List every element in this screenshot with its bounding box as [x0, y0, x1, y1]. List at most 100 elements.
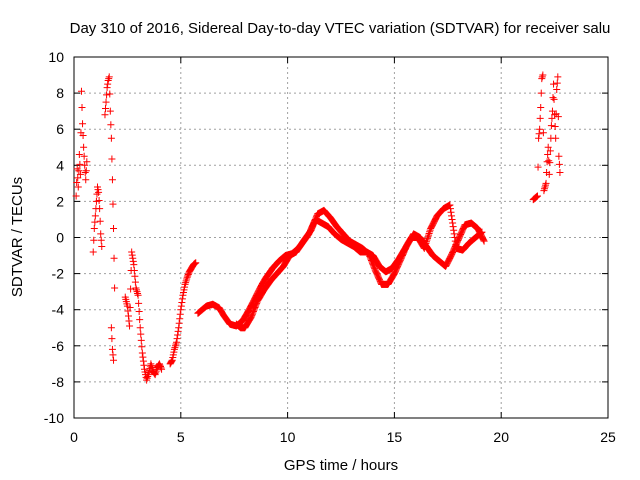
data-point — [555, 160, 563, 168]
series-salu-day-trace-2 — [232, 201, 486, 332]
data-point — [89, 248, 97, 256]
data-point — [147, 360, 155, 368]
data-point — [107, 324, 115, 332]
data-point — [90, 236, 98, 244]
data-point — [108, 155, 116, 163]
data-point — [537, 104, 545, 112]
data-point — [138, 349, 146, 357]
data-point — [548, 114, 556, 122]
data-point — [95, 196, 103, 204]
data-point — [535, 134, 543, 142]
data-point — [420, 244, 428, 252]
data-point — [553, 79, 561, 87]
x-tick-label: 20 — [493, 429, 509, 445]
data-point — [75, 150, 83, 158]
data-point — [102, 98, 110, 106]
data-point — [128, 251, 136, 259]
data-point — [139, 353, 147, 361]
y-tick-label: -10 — [44, 410, 64, 426]
data-point — [144, 371, 152, 379]
data-point — [550, 80, 558, 88]
data-point — [106, 107, 114, 115]
data-point — [72, 192, 80, 200]
y-tick-label: 2 — [56, 193, 64, 209]
data-point — [555, 152, 563, 160]
data-point — [547, 122, 555, 130]
data-point — [536, 114, 544, 122]
data-point — [544, 150, 552, 158]
data-point — [109, 200, 117, 208]
data-point — [81, 169, 89, 177]
data-point — [182, 277, 190, 285]
data-point — [173, 335, 181, 343]
data-point — [78, 104, 86, 112]
data-point — [98, 243, 106, 251]
data-point — [182, 279, 190, 287]
data-point — [103, 84, 111, 92]
data-point — [545, 170, 553, 178]
data-point — [81, 161, 89, 169]
data-point — [124, 312, 132, 320]
x-axis-label: GPS time / hours — [284, 457, 398, 474]
data-point — [167, 358, 175, 366]
data-point — [535, 130, 543, 138]
data-point — [79, 120, 87, 128]
series-salu-drop — [121, 248, 166, 384]
data-point — [423, 236, 431, 244]
data-point — [126, 303, 134, 311]
data-point — [192, 259, 200, 267]
data-point — [132, 286, 140, 294]
data-point — [83, 158, 91, 166]
data-point — [82, 167, 90, 175]
data-point — [126, 322, 134, 330]
data-point — [108, 345, 116, 353]
y-tick-label: 8 — [56, 85, 64, 101]
data-point — [451, 234, 459, 241]
data-point — [178, 295, 186, 303]
data-point — [541, 183, 549, 191]
data-point — [452, 241, 460, 249]
data-point — [104, 76, 112, 84]
data-point — [73, 165, 81, 173]
data-point — [105, 75, 113, 83]
data-point — [536, 125, 544, 133]
data-point — [449, 219, 457, 227]
data-point — [96, 217, 104, 225]
data-point — [136, 324, 144, 332]
y-tick-labels: -10 -8 -6 -4 -2 0 2 4 6 8 10 — [44, 49, 64, 426]
series-salu-early-2 — [89, 183, 106, 256]
data-point — [424, 233, 432, 241]
data-point — [176, 310, 184, 318]
data-point — [537, 89, 545, 97]
data-point — [157, 364, 165, 372]
data-point — [421, 241, 429, 249]
data-point — [425, 231, 433, 239]
data-point — [451, 237, 459, 245]
data-point — [172, 340, 180, 348]
data-point — [551, 122, 559, 130]
y-axis-label: SDTVAR / TECUs — [9, 177, 26, 297]
data-point — [174, 331, 182, 339]
data-point — [110, 254, 118, 262]
data-point — [177, 302, 185, 310]
data-point — [101, 111, 109, 119]
data-point — [152, 369, 160, 377]
data-point — [421, 243, 429, 251]
data-point — [143, 374, 151, 382]
y-tick-label: 10 — [48, 49, 64, 65]
series-salu-late — [529, 71, 564, 204]
data-point — [129, 257, 137, 265]
data-point — [553, 85, 561, 93]
series-salu-early-4 — [107, 324, 118, 364]
y-tick-label: -6 — [52, 338, 65, 354]
data-point — [549, 94, 557, 102]
data-point — [96, 205, 104, 213]
data-point — [128, 248, 136, 256]
data-point — [109, 351, 117, 359]
data-point — [91, 218, 99, 226]
data-point — [539, 71, 547, 79]
data-point — [552, 134, 560, 142]
series-salu-recovery — [166, 259, 200, 368]
data-point — [480, 236, 488, 244]
